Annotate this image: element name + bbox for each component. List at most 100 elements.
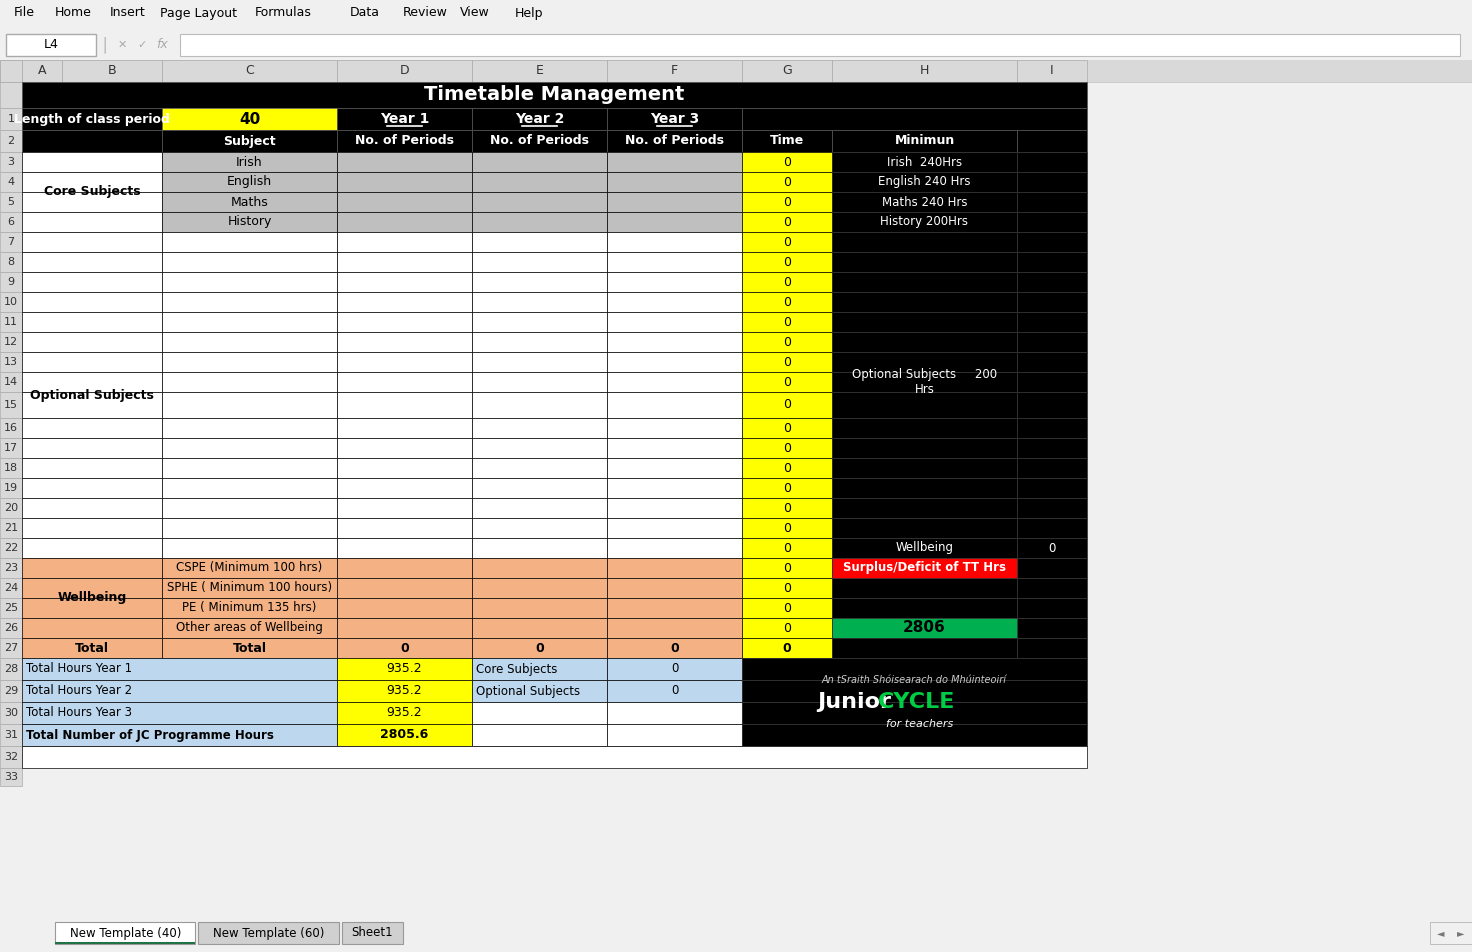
Text: 5: 5 bbox=[7, 197, 15, 207]
Text: B: B bbox=[107, 65, 116, 77]
Bar bbox=[22, 518, 162, 538]
Text: 0: 0 bbox=[783, 442, 790, 454]
Text: 14: 14 bbox=[4, 377, 18, 387]
Text: 22: 22 bbox=[4, 543, 18, 553]
Text: 8: 8 bbox=[7, 257, 15, 267]
Bar bbox=[606, 518, 742, 538]
Bar bbox=[180, 34, 1460, 56]
Text: 0: 0 bbox=[400, 642, 409, 655]
Bar bbox=[22, 538, 162, 558]
Bar bbox=[0, 272, 22, 292]
Bar bbox=[0, 518, 22, 538]
Bar bbox=[832, 60, 1017, 82]
Bar bbox=[162, 172, 337, 192]
Bar bbox=[832, 272, 1017, 292]
Bar bbox=[606, 638, 742, 658]
Bar bbox=[832, 418, 1017, 438]
Bar bbox=[22, 458, 162, 478]
Bar bbox=[742, 332, 832, 352]
Bar bbox=[832, 212, 1017, 232]
Bar bbox=[22, 578, 162, 598]
Bar bbox=[337, 292, 473, 312]
Text: I: I bbox=[1050, 65, 1054, 77]
Bar bbox=[337, 108, 473, 130]
Text: Irish: Irish bbox=[236, 155, 263, 169]
Bar bbox=[337, 724, 473, 746]
Bar bbox=[742, 458, 832, 478]
Bar bbox=[162, 252, 337, 272]
Bar bbox=[832, 312, 1017, 332]
Bar bbox=[337, 152, 473, 172]
Bar bbox=[606, 702, 742, 724]
Bar bbox=[337, 538, 473, 558]
Text: 0: 0 bbox=[1048, 542, 1055, 554]
Bar bbox=[606, 352, 742, 372]
Text: 2805.6: 2805.6 bbox=[380, 728, 428, 742]
Text: fx: fx bbox=[156, 38, 168, 51]
Bar bbox=[162, 352, 337, 372]
Text: 0: 0 bbox=[671, 663, 679, 676]
Bar bbox=[337, 332, 473, 352]
Text: 0: 0 bbox=[671, 684, 679, 698]
Bar bbox=[1017, 372, 1086, 392]
Text: 10: 10 bbox=[4, 297, 18, 307]
Text: Review: Review bbox=[403, 7, 447, 19]
Bar bbox=[0, 30, 1472, 31]
Text: View: View bbox=[459, 7, 490, 19]
Bar bbox=[606, 60, 742, 82]
Bar bbox=[742, 392, 832, 418]
Bar bbox=[606, 108, 742, 130]
Bar bbox=[473, 578, 606, 598]
Bar bbox=[473, 478, 606, 498]
Bar bbox=[337, 702, 473, 724]
Text: 25: 25 bbox=[4, 603, 18, 613]
Text: Junior: Junior bbox=[817, 692, 892, 712]
Bar bbox=[337, 458, 473, 478]
Bar bbox=[742, 598, 832, 618]
Bar bbox=[832, 518, 1017, 538]
Bar bbox=[22, 558, 162, 578]
Bar bbox=[742, 478, 832, 498]
Text: 0: 0 bbox=[783, 542, 790, 554]
Bar bbox=[1017, 130, 1086, 152]
Text: 7: 7 bbox=[7, 237, 15, 247]
Bar bbox=[473, 392, 606, 418]
Text: 0: 0 bbox=[783, 522, 790, 534]
Bar bbox=[1017, 558, 1086, 578]
Text: Total: Total bbox=[233, 642, 266, 655]
Text: 11: 11 bbox=[4, 317, 18, 327]
Text: 0: 0 bbox=[783, 375, 790, 388]
Bar bbox=[832, 152, 1017, 172]
Bar bbox=[1017, 538, 1086, 558]
Text: 1: 1 bbox=[7, 114, 15, 124]
Text: for teachers: for teachers bbox=[886, 719, 954, 729]
Text: CYCLE: CYCLE bbox=[877, 692, 955, 712]
Bar bbox=[606, 212, 742, 232]
Bar bbox=[473, 458, 606, 478]
Bar bbox=[0, 578, 22, 598]
Bar bbox=[832, 638, 1017, 658]
Text: 3: 3 bbox=[7, 157, 15, 167]
Bar bbox=[337, 478, 473, 498]
Bar bbox=[473, 598, 606, 618]
Bar bbox=[337, 498, 473, 518]
Bar bbox=[337, 598, 473, 618]
Bar bbox=[0, 292, 22, 312]
Bar bbox=[342, 922, 403, 944]
Text: Sheet1: Sheet1 bbox=[352, 926, 393, 940]
Text: PE ( Minimum 135 hrs): PE ( Minimum 135 hrs) bbox=[183, 602, 316, 614]
Bar bbox=[742, 658, 1086, 680]
Bar bbox=[0, 172, 22, 192]
Text: 15: 15 bbox=[4, 400, 18, 410]
Text: 6: 6 bbox=[7, 217, 15, 227]
Bar bbox=[22, 638, 162, 658]
Bar bbox=[337, 60, 473, 82]
Bar bbox=[1017, 232, 1086, 252]
Bar bbox=[832, 232, 1017, 252]
Bar bbox=[832, 558, 1017, 578]
Bar bbox=[22, 272, 162, 292]
Bar bbox=[22, 82, 1086, 108]
Bar bbox=[473, 538, 606, 558]
Text: ✕: ✕ bbox=[118, 40, 127, 50]
Bar bbox=[162, 578, 337, 598]
